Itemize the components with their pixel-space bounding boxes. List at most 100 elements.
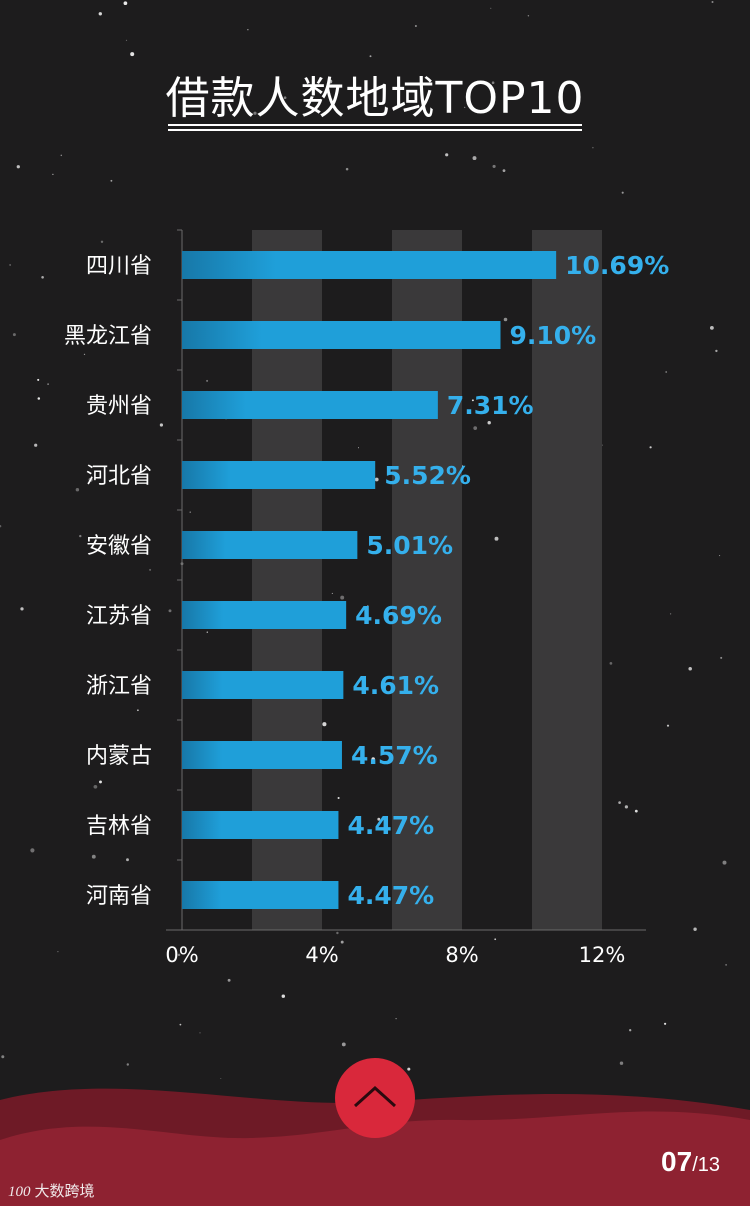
category-label: 吉林省 — [86, 814, 152, 839]
star — [98, 12, 102, 16]
bar — [182, 251, 557, 279]
star — [663, 1022, 667, 1025]
bottom-wave-decoration — [0, 1088, 750, 1206]
category-label: 安徽省 — [86, 534, 152, 559]
star — [16, 165, 20, 169]
bar-value-label: 10.69% — [565, 251, 669, 280]
grid-band — [532, 230, 602, 930]
star — [75, 487, 80, 492]
star — [177, 953, 181, 957]
title-underline-top — [168, 124, 582, 126]
bar — [182, 881, 339, 909]
star — [464, 106, 466, 109]
bar-value-label: 4.47% — [347, 811, 434, 840]
star — [99, 780, 102, 784]
bar-value-label: 5.52% — [384, 461, 471, 490]
brand-mark: 100 — [8, 1184, 31, 1200]
star — [126, 858, 129, 862]
bar-value-label: 4.47% — [347, 881, 434, 910]
bar-value-label: 5.01% — [366, 531, 453, 560]
category-label: 四川省 — [86, 254, 152, 279]
x-tick-label: 12% — [579, 943, 626, 967]
scroll-up-button[interactable] — [335, 1058, 415, 1138]
star — [502, 169, 506, 173]
star — [100, 240, 104, 244]
star — [130, 52, 135, 57]
star — [666, 724, 670, 727]
page-total: /13 — [692, 1154, 720, 1176]
star — [139, 327, 141, 329]
category-label: 江苏省 — [86, 604, 152, 629]
star — [527, 15, 530, 17]
star — [1, 1055, 5, 1059]
star — [345, 167, 349, 171]
star — [487, 421, 491, 425]
brand-name: 大数跨境 — [34, 1182, 95, 1200]
category-label: 内蒙古 — [86, 744, 152, 769]
category-label: 浙江省 — [86, 674, 152, 699]
star — [137, 709, 139, 712]
bar — [182, 601, 347, 629]
star — [472, 156, 477, 161]
bar — [182, 461, 376, 489]
bar — [182, 811, 339, 839]
chevron-up-icon — [353, 1085, 397, 1108]
star — [247, 29, 249, 31]
bar — [182, 391, 438, 419]
star — [592, 146, 594, 149]
star — [445, 153, 449, 157]
bar-value-label: 7.31% — [447, 391, 534, 420]
star — [12, 333, 16, 337]
star — [20, 607, 24, 611]
star — [125, 39, 128, 42]
star — [503, 317, 508, 322]
x-tick-label: 0% — [165, 943, 198, 967]
star — [374, 477, 379, 482]
brand-logo: 100 大数跨境 — [8, 1180, 95, 1201]
star — [341, 1042, 346, 1047]
star — [322, 722, 327, 727]
star — [407, 1067, 411, 1071]
star — [93, 784, 98, 789]
bar — [182, 531, 358, 559]
star — [9, 264, 11, 266]
star — [709, 325, 714, 330]
star — [206, 631, 209, 633]
star — [715, 349, 718, 353]
star — [52, 173, 54, 176]
bar-value-label: 4.57% — [351, 741, 438, 770]
star — [30, 848, 35, 853]
star — [199, 1032, 201, 1034]
star — [123, 1, 128, 6]
star — [227, 978, 231, 982]
title-underline-bottom — [168, 129, 582, 131]
star — [79, 534, 82, 538]
page-indicator: 07/13 — [661, 1146, 720, 1178]
star — [367, 605, 369, 607]
star — [649, 446, 652, 449]
star — [110, 179, 113, 182]
star — [669, 613, 672, 615]
star — [328, 79, 333, 84]
star — [168, 609, 172, 613]
star — [126, 1063, 130, 1066]
star — [491, 81, 495, 84]
star — [494, 536, 499, 541]
bar-chart: 四川省 10.69% 黑龙江省 9.10% 贵州省 7.31% 河北省 5.52% 安徽省 5.0… — [64, 229, 669, 967]
star — [466, 92, 470, 95]
star — [340, 940, 344, 944]
star — [60, 154, 63, 157]
x-tick-label: 4% — [305, 943, 338, 967]
star — [414, 24, 417, 28]
star — [720, 656, 723, 659]
star — [283, 96, 287, 100]
star — [220, 1077, 222, 1080]
star — [471, 399, 474, 402]
star — [179, 1023, 182, 1026]
star — [722, 860, 727, 865]
star — [621, 191, 624, 194]
star — [37, 378, 40, 381]
bar — [182, 321, 501, 349]
star — [47, 383, 49, 385]
star — [91, 854, 96, 859]
